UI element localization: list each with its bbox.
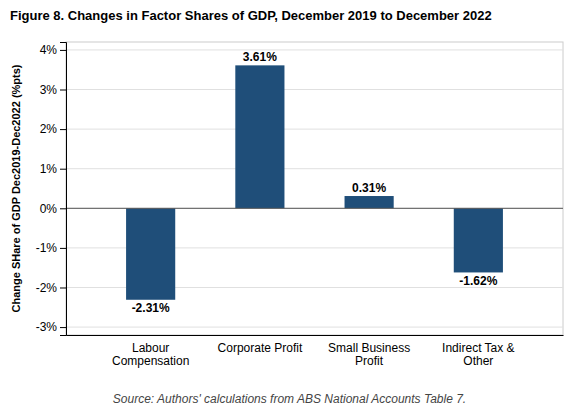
grid-line xyxy=(66,89,563,90)
bar xyxy=(235,65,284,208)
data-label: 0.31% xyxy=(352,181,386,195)
y-tick: 1% xyxy=(40,162,66,176)
y-tick-label: -1% xyxy=(36,241,58,255)
y-tick-label: 4% xyxy=(40,43,58,57)
x-tick: Small BusinessProfit xyxy=(328,341,410,369)
y-tick: 3% xyxy=(40,83,66,97)
y-tick: -1% xyxy=(36,241,66,255)
data-labels: -2.31% 3.61% 0.31% -1.62% xyxy=(132,50,498,315)
chart-container: Figure 8. Changes in Factor Shares of GD… xyxy=(0,0,579,413)
y-tick-mark xyxy=(60,90,66,91)
x-axis: LabourCompensation Corporate Profit Small … xyxy=(67,336,564,369)
y-tick: 0% xyxy=(40,202,66,216)
x-tick: LabourCompensation xyxy=(112,341,189,369)
bars xyxy=(126,65,503,299)
y-tick-label: 2% xyxy=(40,122,58,136)
y-tick: -3% xyxy=(36,320,66,334)
plot-area: -3% -2% -1% 0% 1% 2% 3% 4% LabourCompensation Cor… xyxy=(36,42,564,368)
y-tick-mark xyxy=(60,50,66,51)
x-tick: Corporate Profit xyxy=(218,341,303,355)
y-axis-line xyxy=(60,43,67,336)
grid-line xyxy=(66,129,563,130)
chart-svg: Figure 8. Changes in Factor Shares of GD… xyxy=(0,0,579,413)
bar xyxy=(126,208,175,299)
x-tick: Indirect Tax &Other xyxy=(442,341,514,369)
y-tick-mark xyxy=(60,129,66,130)
y-tick-label: 0% xyxy=(40,202,58,216)
data-label: -1.62% xyxy=(459,274,497,288)
y-tick: 2% xyxy=(40,122,66,136)
chart-title: Figure 8. Changes in Factor Shares of GD… xyxy=(10,8,492,23)
x-tick-label: Indirect Tax &Other xyxy=(442,341,514,369)
y-tick: 4% xyxy=(40,43,66,57)
data-label: 3.61% xyxy=(243,50,277,64)
source-note: Source: Authors' calculations from ABS N… xyxy=(113,392,466,406)
y-tick-mark xyxy=(60,169,66,170)
y-tick-mark xyxy=(60,287,66,288)
grid xyxy=(66,50,563,327)
y-tick-mark xyxy=(60,248,66,249)
zero-line xyxy=(66,208,563,209)
bar xyxy=(454,208,503,272)
y-tick: -2% xyxy=(36,281,66,295)
y-axis-title: Change SHare of GDP Dec2019-Dec2022 (%pt… xyxy=(10,64,22,312)
grid-line xyxy=(66,208,563,209)
y-tick-label: -3% xyxy=(36,320,58,334)
y-tick-label: -2% xyxy=(36,281,58,295)
data-label: -2.31% xyxy=(132,301,170,315)
y-tick-label: 3% xyxy=(40,83,58,97)
x-tick-label: LabourCompensation xyxy=(112,341,189,369)
y-tick-label: 1% xyxy=(40,162,58,176)
bar xyxy=(345,196,394,208)
x-tick-label: Small BusinessProfit xyxy=(328,341,410,369)
grid-line xyxy=(66,168,563,169)
y-tick-mark xyxy=(60,327,66,328)
y-tick-mark xyxy=(60,208,66,209)
grid-line xyxy=(66,49,563,50)
y-axis: -3% -2% -1% 0% 1% 2% 3% 4% xyxy=(36,43,67,336)
x-tick-label: Corporate Profit xyxy=(218,341,303,355)
x-axis-line xyxy=(67,335,564,336)
plot-frame xyxy=(66,42,563,335)
grid-line xyxy=(66,327,563,328)
